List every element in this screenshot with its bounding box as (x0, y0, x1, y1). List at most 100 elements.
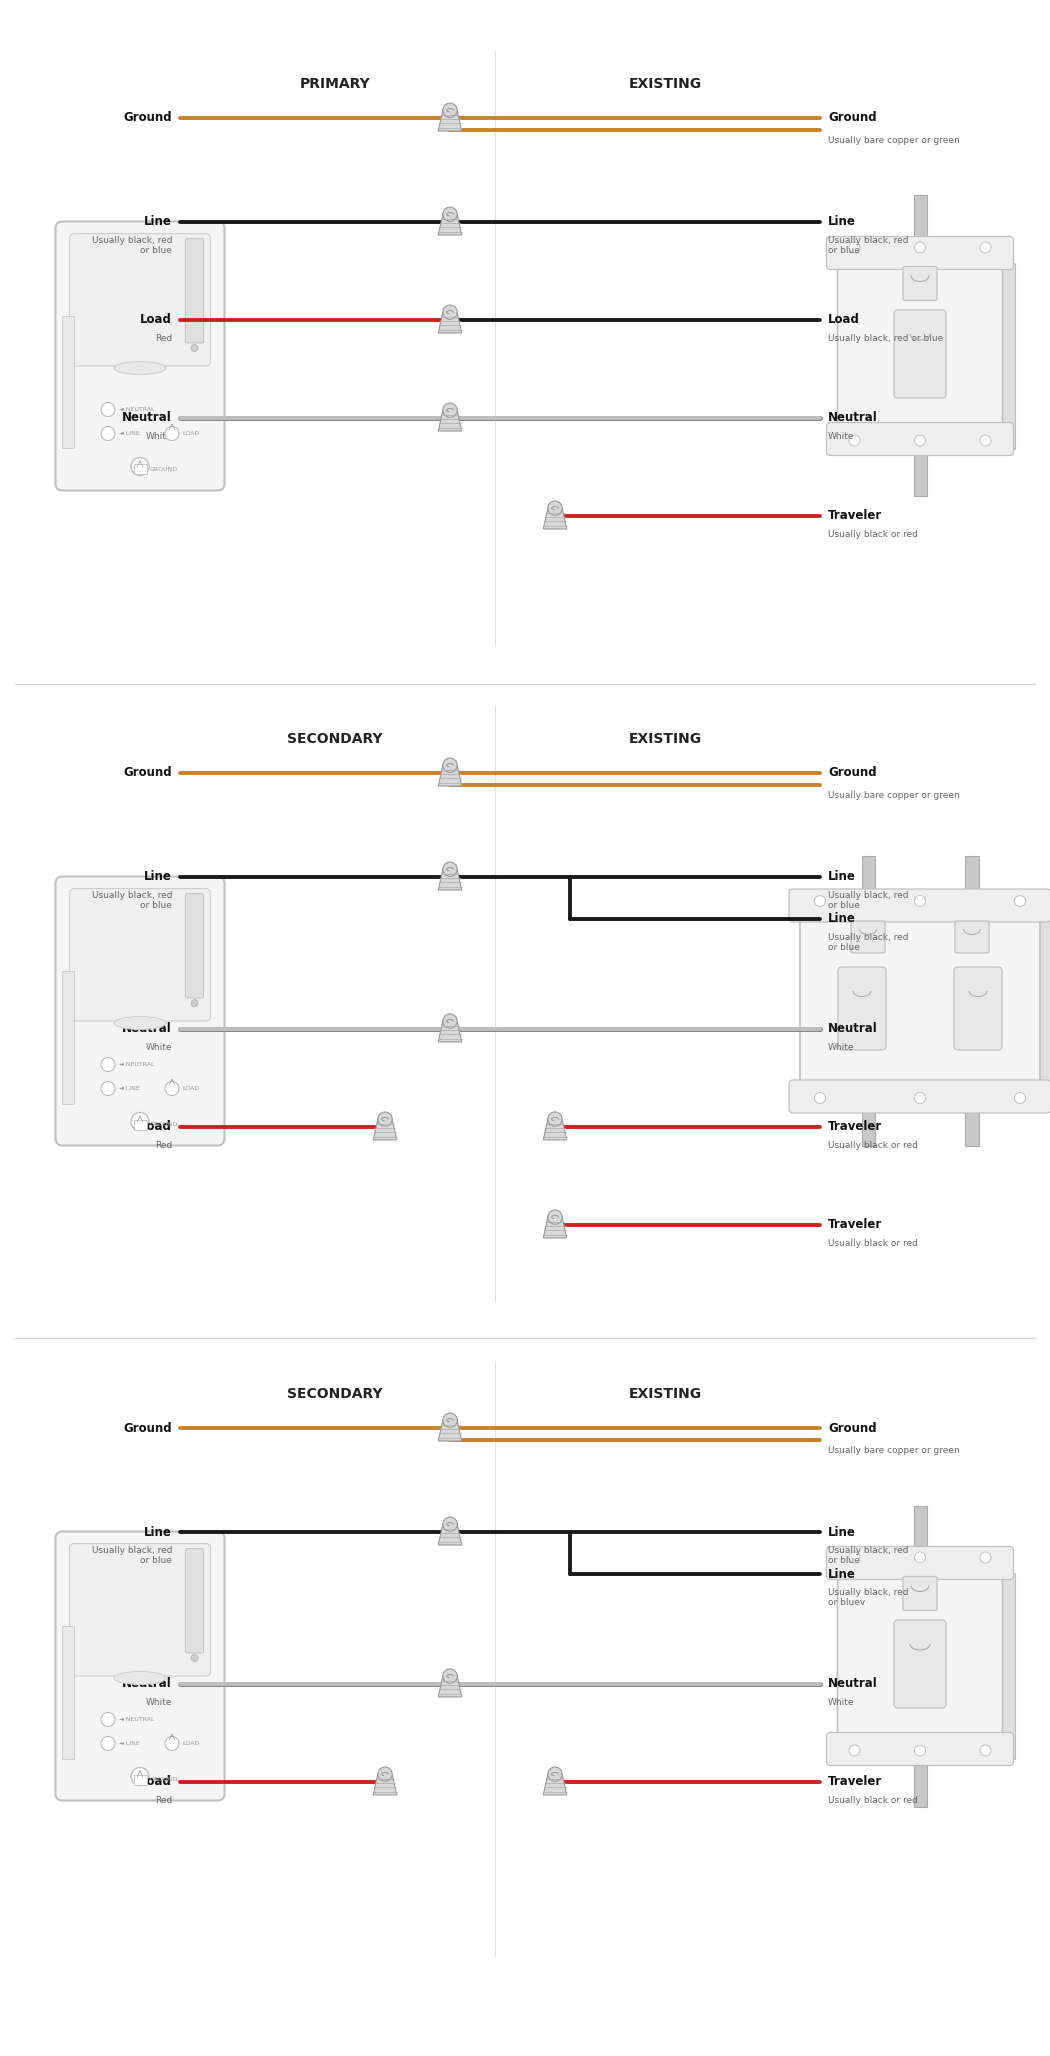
Circle shape (849, 436, 860, 446)
Circle shape (101, 1737, 116, 1750)
Text: Neutral: Neutral (828, 1022, 878, 1036)
Text: White: White (828, 1698, 855, 1706)
Circle shape (191, 1655, 198, 1661)
Circle shape (980, 1552, 991, 1563)
Circle shape (443, 403, 457, 417)
Text: Line: Line (144, 1526, 172, 1538)
Text: Neutral: Neutral (122, 411, 172, 424)
FancyBboxPatch shape (838, 249, 1003, 444)
Polygon shape (842, 1748, 1015, 1760)
Polygon shape (438, 870, 462, 890)
Polygon shape (543, 1774, 567, 1795)
Text: Neutral: Neutral (828, 411, 878, 424)
Bar (914, 195, 926, 243)
Text: White: White (828, 1042, 855, 1053)
Ellipse shape (114, 1016, 166, 1030)
Text: Usually black, red
or bluev: Usually black, red or bluev (828, 1587, 908, 1608)
Text: ◄ NEUTRAL: ◄ NEUTRAL (119, 1717, 154, 1723)
Bar (63, 970, 75, 1104)
Polygon shape (805, 1096, 1050, 1106)
Circle shape (443, 1669, 457, 1684)
Circle shape (165, 1737, 178, 1750)
Polygon shape (543, 1118, 567, 1139)
Circle shape (101, 426, 116, 440)
Text: Line: Line (144, 870, 172, 884)
Circle shape (443, 304, 457, 319)
Text: SECONDARY: SECONDARY (288, 732, 383, 746)
Text: Line: Line (828, 913, 856, 925)
Text: Usually black, red
or blue: Usually black, red or blue (91, 1546, 172, 1565)
Text: Ground: Ground (124, 1421, 172, 1435)
FancyBboxPatch shape (826, 1733, 1013, 1766)
Text: Usually bare copper or green: Usually bare copper or green (828, 792, 960, 800)
Bar (966, 1104, 979, 1145)
Bar (914, 448, 926, 495)
Text: Usually bare copper or green: Usually bare copper or green (828, 136, 960, 146)
Text: White: White (828, 432, 855, 440)
FancyBboxPatch shape (69, 234, 210, 366)
Bar (914, 1758, 926, 1807)
Text: Usually black, red
or blue: Usually black, red or blue (91, 236, 172, 255)
Text: Traveler: Traveler (828, 1219, 882, 1232)
Circle shape (548, 1209, 562, 1223)
Ellipse shape (131, 238, 149, 261)
Text: LOAD: LOAD (182, 432, 200, 436)
Text: Neutral: Neutral (828, 1678, 878, 1690)
Text: Usually black, red or blue: Usually black, red or blue (828, 333, 943, 343)
Circle shape (101, 403, 116, 417)
Polygon shape (438, 1523, 462, 1544)
Circle shape (980, 243, 991, 253)
Circle shape (1014, 896, 1026, 907)
Text: Traveler: Traveler (828, 1776, 882, 1789)
Circle shape (101, 1081, 116, 1096)
Text: Usually bare copper or green: Usually bare copper or green (828, 1445, 960, 1456)
Circle shape (849, 1552, 860, 1563)
Text: Usually black, red
or blue: Usually black, red or blue (828, 1546, 908, 1565)
Text: ◄ NEUTRAL: ◄ NEUTRAL (119, 407, 154, 411)
Circle shape (915, 243, 925, 253)
Polygon shape (1035, 907, 1050, 1106)
Text: Ground: Ground (828, 111, 877, 125)
Polygon shape (998, 1563, 1015, 1760)
Text: Load: Load (140, 1776, 172, 1789)
Polygon shape (438, 765, 462, 785)
Circle shape (443, 1517, 457, 1532)
Ellipse shape (114, 362, 166, 374)
FancyBboxPatch shape (894, 1620, 946, 1709)
Circle shape (443, 759, 457, 773)
Bar (133, 1774, 147, 1785)
Circle shape (915, 1552, 925, 1563)
Bar (914, 1505, 926, 1554)
Polygon shape (438, 111, 462, 132)
FancyBboxPatch shape (838, 966, 886, 1051)
Circle shape (443, 1014, 457, 1028)
FancyBboxPatch shape (56, 1532, 225, 1801)
Text: Neutral: Neutral (122, 1678, 172, 1690)
FancyBboxPatch shape (56, 222, 225, 491)
Circle shape (980, 1746, 991, 1756)
Text: Traveler: Traveler (828, 510, 882, 522)
FancyBboxPatch shape (186, 1548, 204, 1653)
Text: EXISTING: EXISTING (629, 732, 701, 746)
Circle shape (443, 103, 457, 117)
Text: SECONDARY: SECONDARY (288, 1388, 383, 1400)
Circle shape (443, 1412, 457, 1427)
Text: Line: Line (828, 1526, 856, 1538)
FancyBboxPatch shape (800, 901, 1040, 1102)
Text: Traveler: Traveler (828, 1121, 882, 1133)
Text: LOAD: LOAD (182, 1086, 200, 1092)
Ellipse shape (114, 1672, 166, 1684)
Text: EXISTING: EXISTING (629, 76, 701, 90)
Circle shape (849, 1746, 860, 1756)
FancyBboxPatch shape (69, 1544, 210, 1676)
FancyBboxPatch shape (838, 1558, 1003, 1754)
Text: EXISTING: EXISTING (629, 1388, 701, 1400)
Circle shape (443, 208, 457, 222)
Circle shape (915, 436, 925, 446)
Text: GROUND: GROUND (150, 467, 178, 473)
Bar (133, 465, 147, 475)
Polygon shape (438, 411, 462, 432)
Text: ◄ NEUTRAL: ◄ NEUTRAL (119, 1063, 154, 1067)
Polygon shape (374, 1774, 397, 1795)
Circle shape (191, 999, 198, 1007)
